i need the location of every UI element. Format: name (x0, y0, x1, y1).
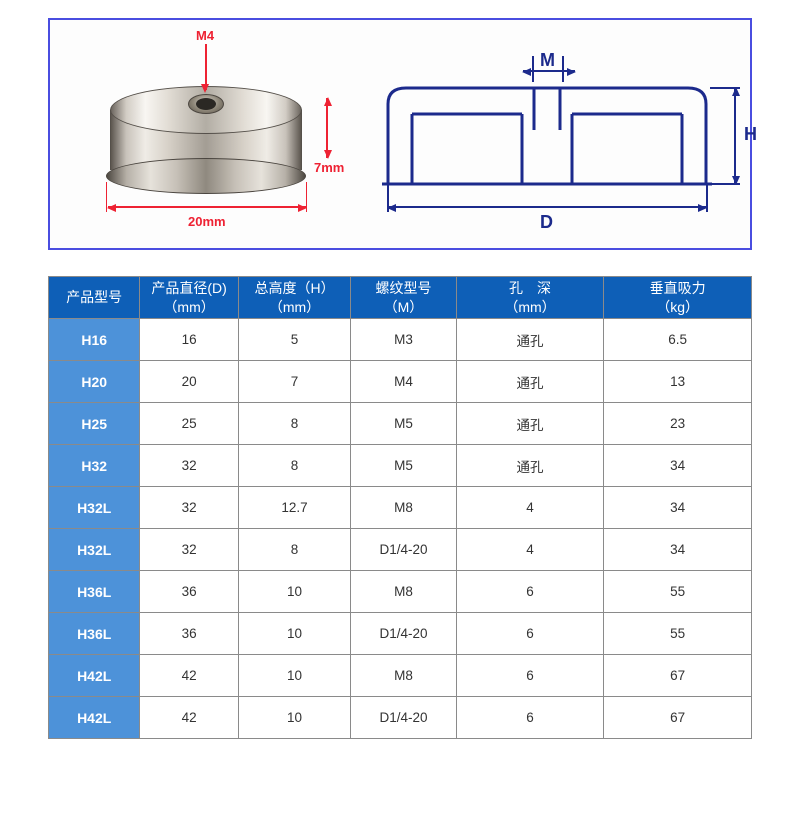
row-cell: 67 (604, 655, 752, 697)
row-cell: 10 (238, 697, 350, 739)
row-cell: 8 (238, 445, 350, 487)
spec-table: 产品型号产品直径(D)（mm）总高度（H）（mm）螺纹型号（M）孔 深（mm）垂… (48, 276, 752, 739)
row-cell: 5 (238, 319, 350, 361)
col-header-3: 螺纹型号（M） (351, 277, 456, 319)
row-cell: 6 (456, 655, 604, 697)
row-cell: 6.5 (604, 319, 752, 361)
col-header-0: 产品型号 (49, 277, 140, 319)
row-cell: M5 (351, 403, 456, 445)
row-cell: 通孔 (456, 319, 604, 361)
row-cell: 7 (238, 361, 350, 403)
table-row: H32328M5通孔34 (49, 445, 752, 487)
dim-height-label: 7mm (314, 160, 344, 175)
col-header-5: 垂直吸力（kg） (604, 277, 752, 319)
row-cell: M4 (351, 361, 456, 403)
table-row: H20207M4通孔13 (49, 361, 752, 403)
row-cell: 32 (140, 487, 238, 529)
row-model: H20 (49, 361, 140, 403)
row-cell: 13 (604, 361, 752, 403)
row-cell: 10 (238, 655, 350, 697)
schematic-cross-section (382, 82, 712, 210)
col-header-1: 产品直径(D)（mm） (140, 277, 238, 319)
row-cell: 42 (140, 697, 238, 739)
row-model: H16 (49, 319, 140, 361)
diagram-frame: M4 7mm 20mm (48, 18, 752, 250)
row-cell: D1/4-20 (351, 529, 456, 571)
dim-H-arrow (734, 88, 736, 184)
row-cell: M5 (351, 445, 456, 487)
dim-diameter-arrow (108, 206, 306, 208)
thread-label: M4 (196, 28, 214, 43)
row-model: H36L (49, 613, 140, 655)
product-photo (110, 86, 302, 186)
row-cell: 6 (456, 571, 604, 613)
row-cell: M8 (351, 655, 456, 697)
spec-table-wrap: 产品型号产品直径(D)（mm）总高度（H）（mm）螺纹型号（M）孔 深（mm）垂… (48, 276, 752, 739)
table-row: H36L3610D1/4-20655 (49, 613, 752, 655)
row-model: H32L (49, 487, 140, 529)
row-cell: 4 (456, 487, 604, 529)
row-cell: 36 (140, 571, 238, 613)
row-cell: 67 (604, 697, 752, 739)
row-model: H32L (49, 529, 140, 571)
row-cell: 12.7 (238, 487, 350, 529)
table-row: H25258M5通孔23 (49, 403, 752, 445)
row-model: H42L (49, 697, 140, 739)
row-cell: 55 (604, 571, 752, 613)
row-cell: 6 (456, 697, 604, 739)
col-header-2: 总高度（H）（mm） (238, 277, 350, 319)
row-cell: D1/4-20 (351, 697, 456, 739)
row-cell: 10 (238, 571, 350, 613)
row-cell: 通孔 (456, 445, 604, 487)
dim-diameter-label: 20mm (188, 214, 226, 229)
row-cell: M8 (351, 571, 456, 613)
table-row: H36L3610M8655 (49, 571, 752, 613)
row-cell: 32 (140, 445, 238, 487)
dim-height-arrow (326, 98, 328, 158)
row-cell: 32 (140, 529, 238, 571)
row-cell: 55 (604, 613, 752, 655)
row-cell: 16 (140, 319, 238, 361)
row-cell: 34 (604, 487, 752, 529)
dim-H-label: H (744, 124, 757, 145)
row-cell: 25 (140, 403, 238, 445)
table-row: H32L328D1/4-20434 (49, 529, 752, 571)
row-cell: 通孔 (456, 403, 604, 445)
row-cell: 10 (238, 613, 350, 655)
table-row: H42L4210M8667 (49, 655, 752, 697)
dim-D-label: D (540, 212, 553, 233)
table-row: H32L3212.7M8434 (49, 487, 752, 529)
row-cell: M3 (351, 319, 456, 361)
row-cell: 通孔 (456, 361, 604, 403)
row-cell: 20 (140, 361, 238, 403)
row-cell: D1/4-20 (351, 613, 456, 655)
table-row: H42L4210D1/4-20667 (49, 697, 752, 739)
row-cell: 6 (456, 613, 604, 655)
row-cell: 34 (604, 529, 752, 571)
row-cell: 4 (456, 529, 604, 571)
table-row: H16165M3通孔6.5 (49, 319, 752, 361)
row-cell: 8 (238, 529, 350, 571)
col-header-4: 孔 深（mm） (456, 277, 604, 319)
row-cell: M8 (351, 487, 456, 529)
row-model: H42L (49, 655, 140, 697)
row-cell: 8 (238, 403, 350, 445)
dim-M-label: M (540, 50, 555, 71)
row-cell: 42 (140, 655, 238, 697)
dim-D-arrow (388, 206, 706, 208)
row-cell: 23 (604, 403, 752, 445)
row-cell: 36 (140, 613, 238, 655)
row-model: H32 (49, 445, 140, 487)
row-cell: 34 (604, 445, 752, 487)
row-model: H36L (49, 571, 140, 613)
row-model: H25 (49, 403, 140, 445)
